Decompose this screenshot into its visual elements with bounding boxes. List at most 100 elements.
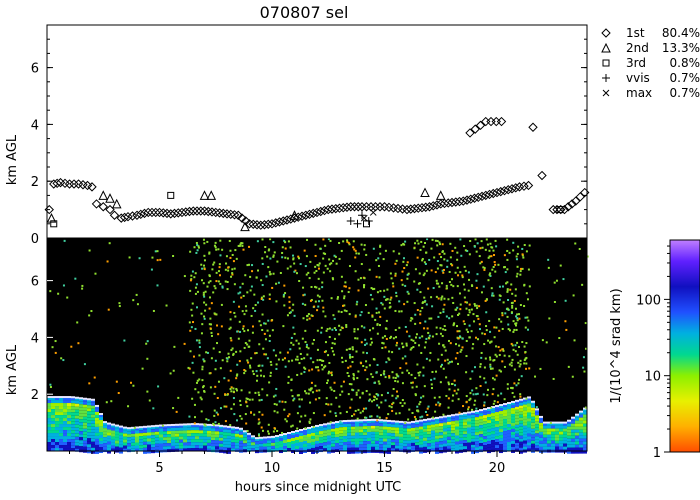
cloud-base-line [155,424,159,427]
heatmap-noise [213,244,216,247]
heatmap-cell [467,415,471,419]
heatmap-noise [285,420,288,423]
heatmap-noise [442,310,445,313]
heatmap-cell [227,444,231,448]
heatmap-noise [463,322,466,325]
heatmap-noise [354,337,357,340]
heatmap-noise [478,255,481,258]
heatmap-noise [213,312,216,315]
cloud-base-line [383,419,387,422]
cloud-base-line [507,402,511,405]
heatmap-cell [355,423,359,427]
heatmap-noise [76,321,79,324]
heatmap-noise [275,363,278,366]
cloud-base-line [531,400,535,403]
heatmap-noise [298,398,301,401]
heatmap-cell [51,412,55,416]
heatmap-noise [127,405,130,408]
heatmap-cell [127,446,131,450]
heatmap-cell [583,447,587,451]
heatmap-noise [348,313,351,316]
heatmap-noise [376,393,379,396]
heatmap-noise [195,381,198,384]
heatmap-cell [367,426,371,430]
heatmap-noise [448,361,451,364]
heatmap-cell [579,417,583,421]
heatmap-noise [323,414,326,417]
heatmap-noise [508,355,511,358]
heatmap-noise [352,378,355,381]
heatmap-noise [416,409,419,412]
heatmap-cell [163,428,167,432]
heatmap-cell [479,431,483,435]
heatmap-cell [103,437,107,441]
x-tick-label: 20 [489,461,506,476]
cloud-base-line [131,426,135,429]
heatmap-cell [447,442,451,446]
heatmap-noise [476,307,479,310]
heatmap-cell [287,436,291,440]
heatmap-cell [563,422,567,426]
heatmap-noise [355,303,358,306]
heatmap-cell [571,438,575,442]
heatmap-cell [571,429,575,433]
heatmap-noise [475,279,478,282]
heatmap-cell [291,435,295,439]
heatmap-cell [443,419,447,423]
heatmap-cell [479,413,483,417]
heatmap-cell [87,447,91,451]
heatmap-noise [471,347,474,350]
heatmap-cell [499,414,503,418]
heatmap-cell [255,444,259,448]
heatmap-cell [523,437,527,441]
heatmap-noise [258,320,261,323]
heatmap-cell [147,429,151,433]
heatmap-cell [167,428,171,432]
heatmap-cell [407,443,411,447]
heatmap-noise [317,300,320,303]
heatmap-noise [296,355,299,358]
heatmap-cell [319,437,323,441]
heatmap-cell [455,438,459,442]
heatmap-cell [287,448,291,452]
heatmap-noise [447,397,450,400]
heatmap-noise [438,396,441,399]
heatmap-noise [311,368,314,371]
heatmap-cell [47,430,51,434]
heatmap-cell [583,429,587,433]
heatmap-cell [159,431,163,435]
heatmap-noise [464,249,467,252]
heatmap-noise [400,310,403,313]
heatmap-noise [306,315,309,318]
top-y-axis-label: km AGL [5,134,20,185]
heatmap-cell [103,425,107,429]
heatmap-noise [231,268,234,271]
heatmap-cell [63,421,67,425]
heatmap-noise [343,295,346,298]
heatmap-cell [175,430,179,434]
heatmap-noise [201,379,204,382]
heatmap-noise [486,243,489,246]
heatmap-noise [156,284,159,287]
heatmap-noise [485,329,488,332]
heatmap-noise [207,419,210,422]
heatmap-noise [210,323,213,326]
heatmap-noise [453,389,456,392]
heatmap-noise [404,355,407,358]
data-point-1st [499,185,510,196]
cloud-base-line [247,432,251,435]
heatmap-cell [79,404,83,408]
heatmap-noise [473,303,476,306]
heatmap-cell [291,432,295,436]
heatmap-noise [511,392,514,395]
heatmap-noise [369,293,372,296]
heatmap-cell [227,438,231,442]
heatmap-noise [525,356,528,359]
heatmap-cell [147,450,151,454]
heatmap-noise [347,291,350,294]
heatmap-noise [388,376,391,379]
heatmap-cell [279,435,283,439]
heatmap-cell [583,426,587,430]
cloud-base-line [83,397,87,400]
heatmap-cell [75,400,79,404]
